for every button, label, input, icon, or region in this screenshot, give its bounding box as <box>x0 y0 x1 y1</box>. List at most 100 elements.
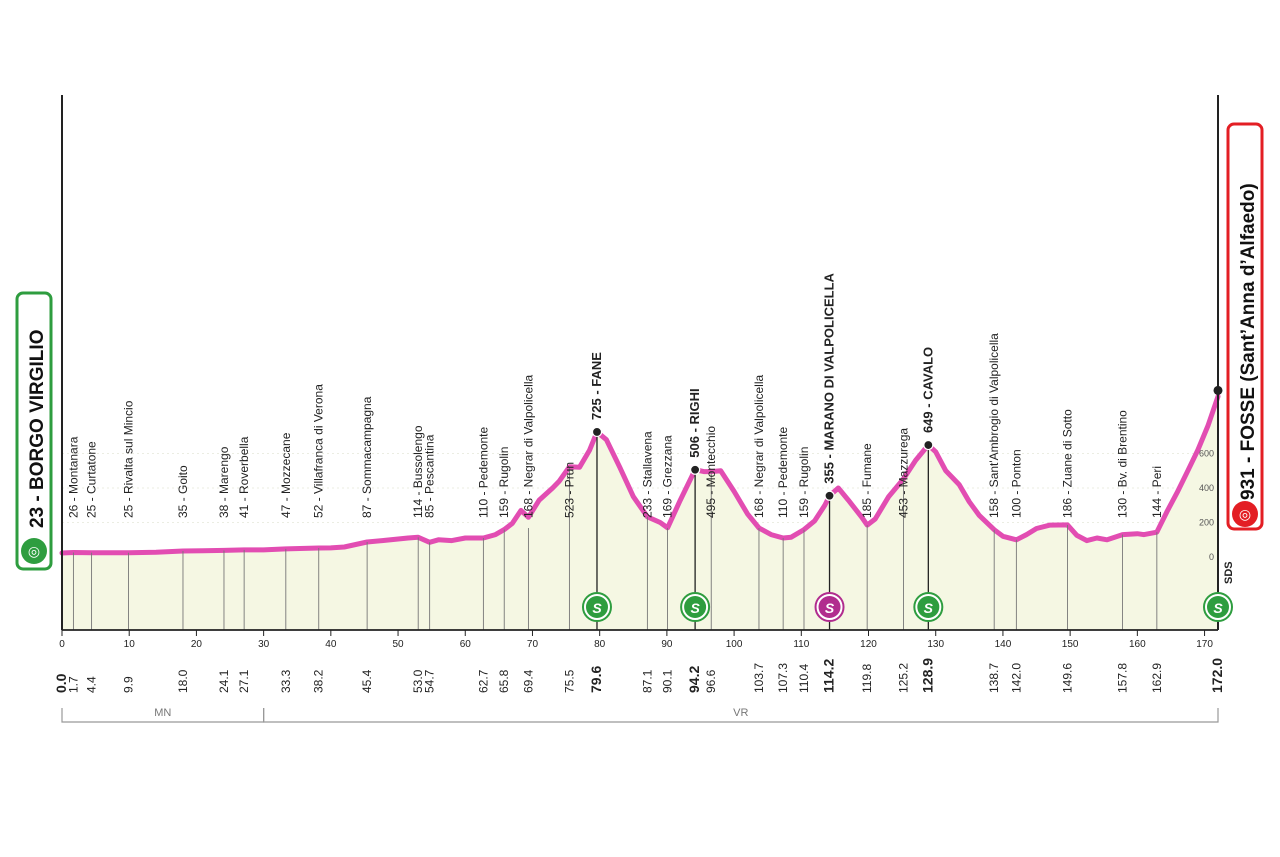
y-tick-label: 400 <box>1199 483 1214 493</box>
km-label: 18.0 <box>176 669 190 693</box>
km-label: 38.2 <box>312 669 326 693</box>
summit-dot <box>591 426 603 438</box>
waypoint-label: 158 - Sant'Ambrogio di Valpolicella <box>987 333 1001 518</box>
km-label: 107.3 <box>776 663 790 693</box>
sprint-marker-disc <box>917 596 940 618</box>
km-label: 53.0 <box>411 669 425 693</box>
waypoint-label: 35 - Goito <box>176 465 190 518</box>
x-tick-label: 90 <box>661 639 673 650</box>
waypoint-label: 85 - Pescantina <box>423 434 437 518</box>
x-tick-label: 160 <box>1129 639 1146 650</box>
start-label: 23 - BORGO VIRGILIO <box>27 330 48 528</box>
y-tick-label: 600 <box>1199 449 1214 459</box>
finish-badge: 931 - FOSSE (Sant’Anna d’Alfaedo) ◎ <box>1226 122 1264 531</box>
x-tick-label: 110 <box>793 639 809 650</box>
waypoint-label: 523 - Prun <box>562 462 576 518</box>
km-label: 87.1 <box>640 669 654 693</box>
x-tick-label: 20 <box>191 639 203 650</box>
waypoint-label: 26 - Montanara <box>66 436 80 518</box>
x-tick-label: 120 <box>860 639 877 650</box>
region-bracket: MN <box>61 707 265 723</box>
km-label: 138.7 <box>987 663 1001 693</box>
km-label: 33.3 <box>279 669 293 693</box>
km-label: 27.1 <box>237 669 251 693</box>
region-label: VR <box>733 707 748 719</box>
x-tick-label: 150 <box>1062 639 1079 650</box>
km-label: 69.4 <box>521 669 535 693</box>
y-tick-label: 0 <box>1209 552 1214 562</box>
sprint-marker-label: S <box>690 600 700 616</box>
km-label: 4.4 <box>85 676 99 693</box>
waypoint-label: 114 - Bussolengo <box>411 425 425 518</box>
km-label: 114.2 <box>821 659 837 693</box>
x-tick-label: 0 <box>59 639 65 650</box>
region-label: MN <box>154 707 171 719</box>
profile-fill <box>62 396 1218 630</box>
waypoint-label: 186 - Zuane di Sotto <box>1060 409 1074 518</box>
waypoint-label: 355 - MARANO DI VALPOLICELLA <box>822 272 837 483</box>
axis-layer: 0 10 20 30 40 50 60 70 80 90 100 110 120 130 140 150 160… <box>53 95 1235 693</box>
km-label: 94.2 <box>686 666 702 693</box>
km-label: 9.9 <box>122 676 136 693</box>
km-label: 79.6 <box>588 666 604 693</box>
sprint-marker-label: S <box>1213 600 1223 616</box>
x-tick-label: 50 <box>392 639 404 650</box>
sprint-marker-disc <box>684 596 707 618</box>
km-label: 103.7 <box>752 663 766 693</box>
waypoint-label: 159 - Rugolin <box>797 447 811 518</box>
x-tick-label: 30 <box>258 639 270 650</box>
start-cyclist-icon <box>21 538 47 564</box>
waypoint-label: 168 - Negrar di Valpolicella <box>521 374 535 518</box>
x-tick-label: 100 <box>726 639 743 650</box>
waypoint-label: 38 - Marengo <box>217 446 231 518</box>
waypoint-layer: 26 - Montanara 25 - Curtatone 25 - Rivalta… <box>66 272 1164 630</box>
waypoint-label: 649 - CAVALO <box>920 347 935 433</box>
km-label: 96.6 <box>704 669 718 693</box>
km-label: 149.6 <box>1060 663 1074 693</box>
sprint-marker-disc <box>1207 596 1229 618</box>
km-label: 162.9 <box>1150 663 1164 693</box>
finish-cyclist-glyph: ◎ <box>1239 506 1251 522</box>
region-line <box>263 708 1219 723</box>
x-tick-label: 70 <box>527 639 539 650</box>
waypoint-label: 100 - Ponton <box>1009 449 1023 518</box>
waypoint-label: 506 - RIGHI <box>687 388 702 457</box>
waypoint-label: 41 - Roverbella <box>237 436 251 518</box>
waypoint-label: 52 - Villafranca di Verona <box>312 384 326 518</box>
km-label: 142.0 <box>1009 663 1023 693</box>
km-label: 110.4 <box>797 664 811 693</box>
km-label: 125.2 <box>896 663 910 693</box>
waypoint-label: 47 - Mozzecane <box>279 432 293 518</box>
km-label: 0.0 <box>53 673 69 693</box>
waypoint-label: 25 - Rivalta sul Mincio <box>122 400 136 518</box>
sprint-marker-disc <box>818 596 841 618</box>
sprint-marker-purple: S <box>814 592 845 622</box>
km-label: 75.5 <box>562 669 576 693</box>
waypoint-label: 130 - Bv. di Brentino <box>1116 410 1130 518</box>
sprint-marker-label: S <box>924 600 934 616</box>
km-label: 45.4 <box>360 669 374 693</box>
x-tick-label: 10 <box>124 639 136 650</box>
sprint-marker-label: S <box>592 600 602 616</box>
km-label: 1.7 <box>66 676 80 693</box>
waypoint-label: 233 - Stallavena <box>640 431 654 518</box>
x-tick-label: 40 <box>325 639 337 650</box>
sprint-marker-green: S <box>1203 592 1233 622</box>
km-label: 157.8 <box>1116 663 1130 693</box>
finish-label: 931 - FOSSE (Sant’Anna d’Alfaedo) <box>1238 183 1259 500</box>
sprint-marker-label: S <box>825 600 835 616</box>
profile-line <box>59 393 1221 556</box>
waypoint-label: 495 - Montecchio <box>704 426 718 518</box>
km-label: 65.8 <box>497 669 511 693</box>
waypoint-label: 87 - Sommacampagna <box>360 396 374 518</box>
sprint-marker-green: S <box>581 592 612 622</box>
waypoint-label: 169 - Grezzana <box>661 435 675 518</box>
summit-dot <box>923 439 934 451</box>
summit-dot <box>824 490 835 501</box>
y-tick-label: 200 <box>1199 518 1214 528</box>
x-tick-label: 140 <box>995 639 1012 650</box>
waypoint-label: 25 - Curtatone <box>85 441 99 518</box>
